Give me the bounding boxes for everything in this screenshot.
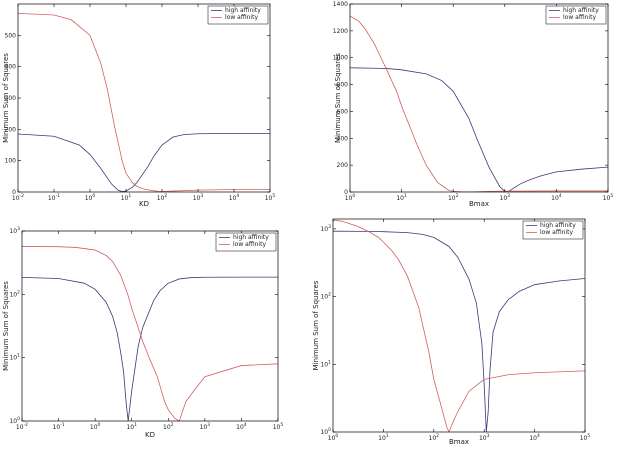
y-axis-label: Minimum Sum of Squares bbox=[2, 281, 10, 371]
x-tick-label: 101 bbox=[121, 193, 132, 202]
x-tick-label: 101 bbox=[396, 193, 407, 202]
x-tick-label: 100 bbox=[85, 193, 96, 202]
x-axis-label: KD bbox=[145, 431, 155, 439]
chart-panel-3: 10-2 10-1 100 101 102 103 104 105 100 101 102 103 KD… bbox=[2, 226, 283, 439]
x-tick-label: 10-2 bbox=[12, 193, 24, 202]
y-tick-label: 102 bbox=[320, 292, 331, 301]
y-tick-label: 101 bbox=[9, 353, 20, 362]
legend-box bbox=[545, 5, 607, 25]
x-tick-label: 104 bbox=[529, 433, 540, 442]
x-tick-label: 100 bbox=[345, 193, 356, 202]
x-tick-label: 104 bbox=[229, 193, 240, 202]
y-tick-label: 300 bbox=[5, 95, 17, 102]
x-tick-label: 10-2 bbox=[16, 422, 28, 431]
x-axis-label: KD bbox=[139, 200, 149, 208]
y-tick-label: 1000 bbox=[333, 55, 348, 62]
x-tick-label: 102 bbox=[429, 433, 440, 442]
legend-box bbox=[522, 220, 584, 240]
y-tick-label: 1200 bbox=[333, 28, 348, 35]
plot-frame bbox=[21, 230, 279, 422]
x-tick-label: 100 bbox=[90, 422, 101, 431]
legend-entry: low affinity bbox=[233, 241, 266, 248]
legend-entry: high affinity bbox=[225, 7, 261, 14]
x-tick-label: 102 bbox=[163, 422, 174, 431]
x-tick-label: 104 bbox=[236, 422, 247, 431]
legend-entry: high affinity bbox=[563, 7, 599, 14]
series-line-low-affinity bbox=[350, 15, 608, 192]
legend-entry: low affinity bbox=[563, 14, 596, 21]
legend-entry: high affinity bbox=[233, 234, 269, 241]
y-tick-label: 103 bbox=[9, 226, 20, 235]
legend-box bbox=[207, 5, 269, 25]
x-tick-label: 105 bbox=[265, 193, 276, 202]
series-line-high-affinity bbox=[350, 67, 608, 192]
x-tick-label: 102 bbox=[157, 193, 168, 202]
x-tick-label: 100 bbox=[328, 433, 339, 442]
y-tick-label: 400 bbox=[5, 64, 17, 71]
y-axis-label: Minimum Sum of Squares bbox=[2, 53, 10, 143]
series-line-low-affinity bbox=[18, 13, 270, 192]
x-tick-label: 104 bbox=[551, 193, 562, 202]
y-tick-label: 101 bbox=[320, 359, 331, 368]
y-tick-label: 500 bbox=[5, 32, 17, 39]
series-line-low-affinity bbox=[22, 246, 278, 421]
x-tick-label: 103 bbox=[200, 422, 211, 431]
chart-panel-2: 100 101 102 103 104 105 0 200 400 600 800 1000 1200 1… bbox=[333, 1, 614, 208]
y-tick-label: 0 bbox=[344, 189, 348, 196]
x-tick-label: 103 bbox=[479, 433, 490, 442]
series-line-high-affinity bbox=[18, 133, 270, 192]
x-axis-label: Bmax bbox=[449, 438, 469, 446]
y-axis-label: Minimum Sum of Squares bbox=[334, 53, 342, 143]
y-tick-label: 100 bbox=[5, 158, 17, 165]
x-tick-label: 105 bbox=[580, 433, 591, 442]
x-tick-label: 105 bbox=[603, 193, 614, 202]
y-tick-label: 400 bbox=[337, 135, 349, 142]
y-tick-label: 800 bbox=[337, 82, 349, 89]
plot-frame bbox=[332, 218, 586, 433]
y-tick-label: 100 bbox=[320, 427, 331, 436]
x-tick-label: 10-1 bbox=[53, 422, 65, 431]
y-tick-label: 100 bbox=[9, 416, 20, 425]
y-tick-label: 102 bbox=[9, 289, 20, 298]
x-tick-label: 105 bbox=[273, 422, 284, 431]
y-tick-label: 0 bbox=[12, 189, 16, 196]
plot-frame bbox=[17, 3, 271, 193]
legend-entry: low affinity bbox=[225, 14, 258, 21]
plot-frame bbox=[349, 3, 609, 193]
y-tick-label: 200 bbox=[5, 126, 17, 133]
legend-box bbox=[215, 232, 277, 252]
series-line-low-affinity bbox=[333, 219, 585, 432]
y-tick-label: 600 bbox=[337, 108, 349, 115]
y-tick-label: 103 bbox=[320, 224, 331, 233]
legend-entry: low affinity bbox=[540, 229, 573, 236]
x-tick-label: 101 bbox=[378, 433, 389, 442]
y-tick-label: 1400 bbox=[333, 1, 348, 8]
y-tick-label: 200 bbox=[337, 162, 349, 169]
x-tick-label: 101 bbox=[126, 422, 137, 431]
y-axis-label: Minimum Sum of Squares bbox=[312, 280, 320, 370]
series-line-high-affinity bbox=[333, 230, 585, 432]
x-axis-label: Bmax bbox=[469, 200, 489, 208]
x-tick-label: 103 bbox=[193, 193, 204, 202]
chart-panel-1: 10-2 10-1 100 101 102 103 104 105 0 100 200 300 400 5… bbox=[2, 3, 276, 208]
legend-entry: high affinity bbox=[540, 222, 576, 229]
x-tick-label: 103 bbox=[500, 193, 511, 202]
series-line-high-affinity bbox=[22, 276, 278, 421]
x-tick-label: 102 bbox=[448, 193, 459, 202]
chart-panel-4: 100 101 102 103 104 105 100 101 102 103 Bmax Minimu… bbox=[312, 218, 591, 446]
x-tick-label: 10-1 bbox=[48, 193, 60, 202]
